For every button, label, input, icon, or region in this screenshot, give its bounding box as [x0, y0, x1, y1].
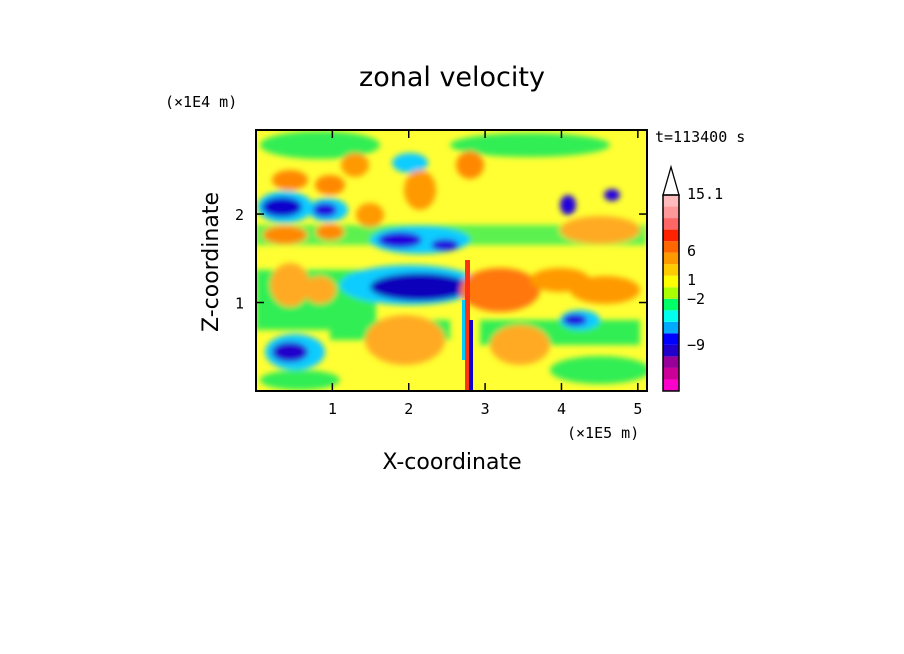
x-tick-label: 4: [557, 400, 566, 418]
colorbar-frame: [662, 194, 680, 392]
colorbar-swatch: [663, 321, 679, 334]
time-label: t=113400 s: [655, 128, 745, 146]
colorbar-swatch: [663, 275, 679, 288]
colorbar-swatch: [663, 344, 679, 357]
colorbar-label: 15.1: [687, 185, 723, 203]
x-tick-label: 1: [328, 400, 337, 418]
colorbar-swatch: [663, 333, 679, 345]
x-tick-label: 2: [404, 400, 413, 418]
colorbar: 15.1 6 1−2 −9: [662, 164, 723, 392]
colorbar-swatch: [663, 252, 679, 265]
colorbar-swatch: [663, 195, 679, 207]
colorbar-swatch: [663, 229, 679, 242]
x-tick-label: 3: [481, 400, 490, 418]
y-axis-label: Z-coordinate: [199, 192, 224, 332]
colorbar-swatch: [663, 379, 679, 391]
colorbar-swatch: [663, 298, 679, 311]
colorbar-swatch: [663, 241, 679, 253]
plot-frame: [255, 129, 648, 392]
colorbar-swatch: [663, 310, 679, 322]
x-axis-label: X-coordinate: [382, 450, 521, 475]
colorbar-extend-arrow: [662, 164, 680, 196]
colorbar-swatch: [663, 367, 679, 380]
colorbar-label: −9: [687, 336, 705, 354]
y-scale-note: (×1E4 m): [165, 93, 237, 111]
chart-title: zonal velocity: [359, 62, 545, 93]
colorbar-swatch: [663, 264, 679, 276]
x-ticks: 1 2 3 4 5: [328, 130, 642, 418]
colorbar-label: 1: [687, 271, 696, 289]
x-scale-note: (×1E5 m): [567, 424, 639, 442]
colorbar-swatch: [663, 356, 679, 368]
y-tick-label: 1: [235, 295, 244, 313]
colorbar-swatch: [663, 218, 679, 230]
plot-area: [256, 130, 647, 391]
colorbar-swatch: [663, 287, 679, 299]
colorbar-label: 6: [687, 242, 696, 260]
y-ticks: 12: [235, 206, 647, 313]
colorbar-swatch: [663, 206, 679, 219]
colorbar-label: −2: [687, 290, 705, 308]
y-tick-label: 2: [235, 206, 244, 224]
x-tick-label: 5: [633, 400, 642, 418]
